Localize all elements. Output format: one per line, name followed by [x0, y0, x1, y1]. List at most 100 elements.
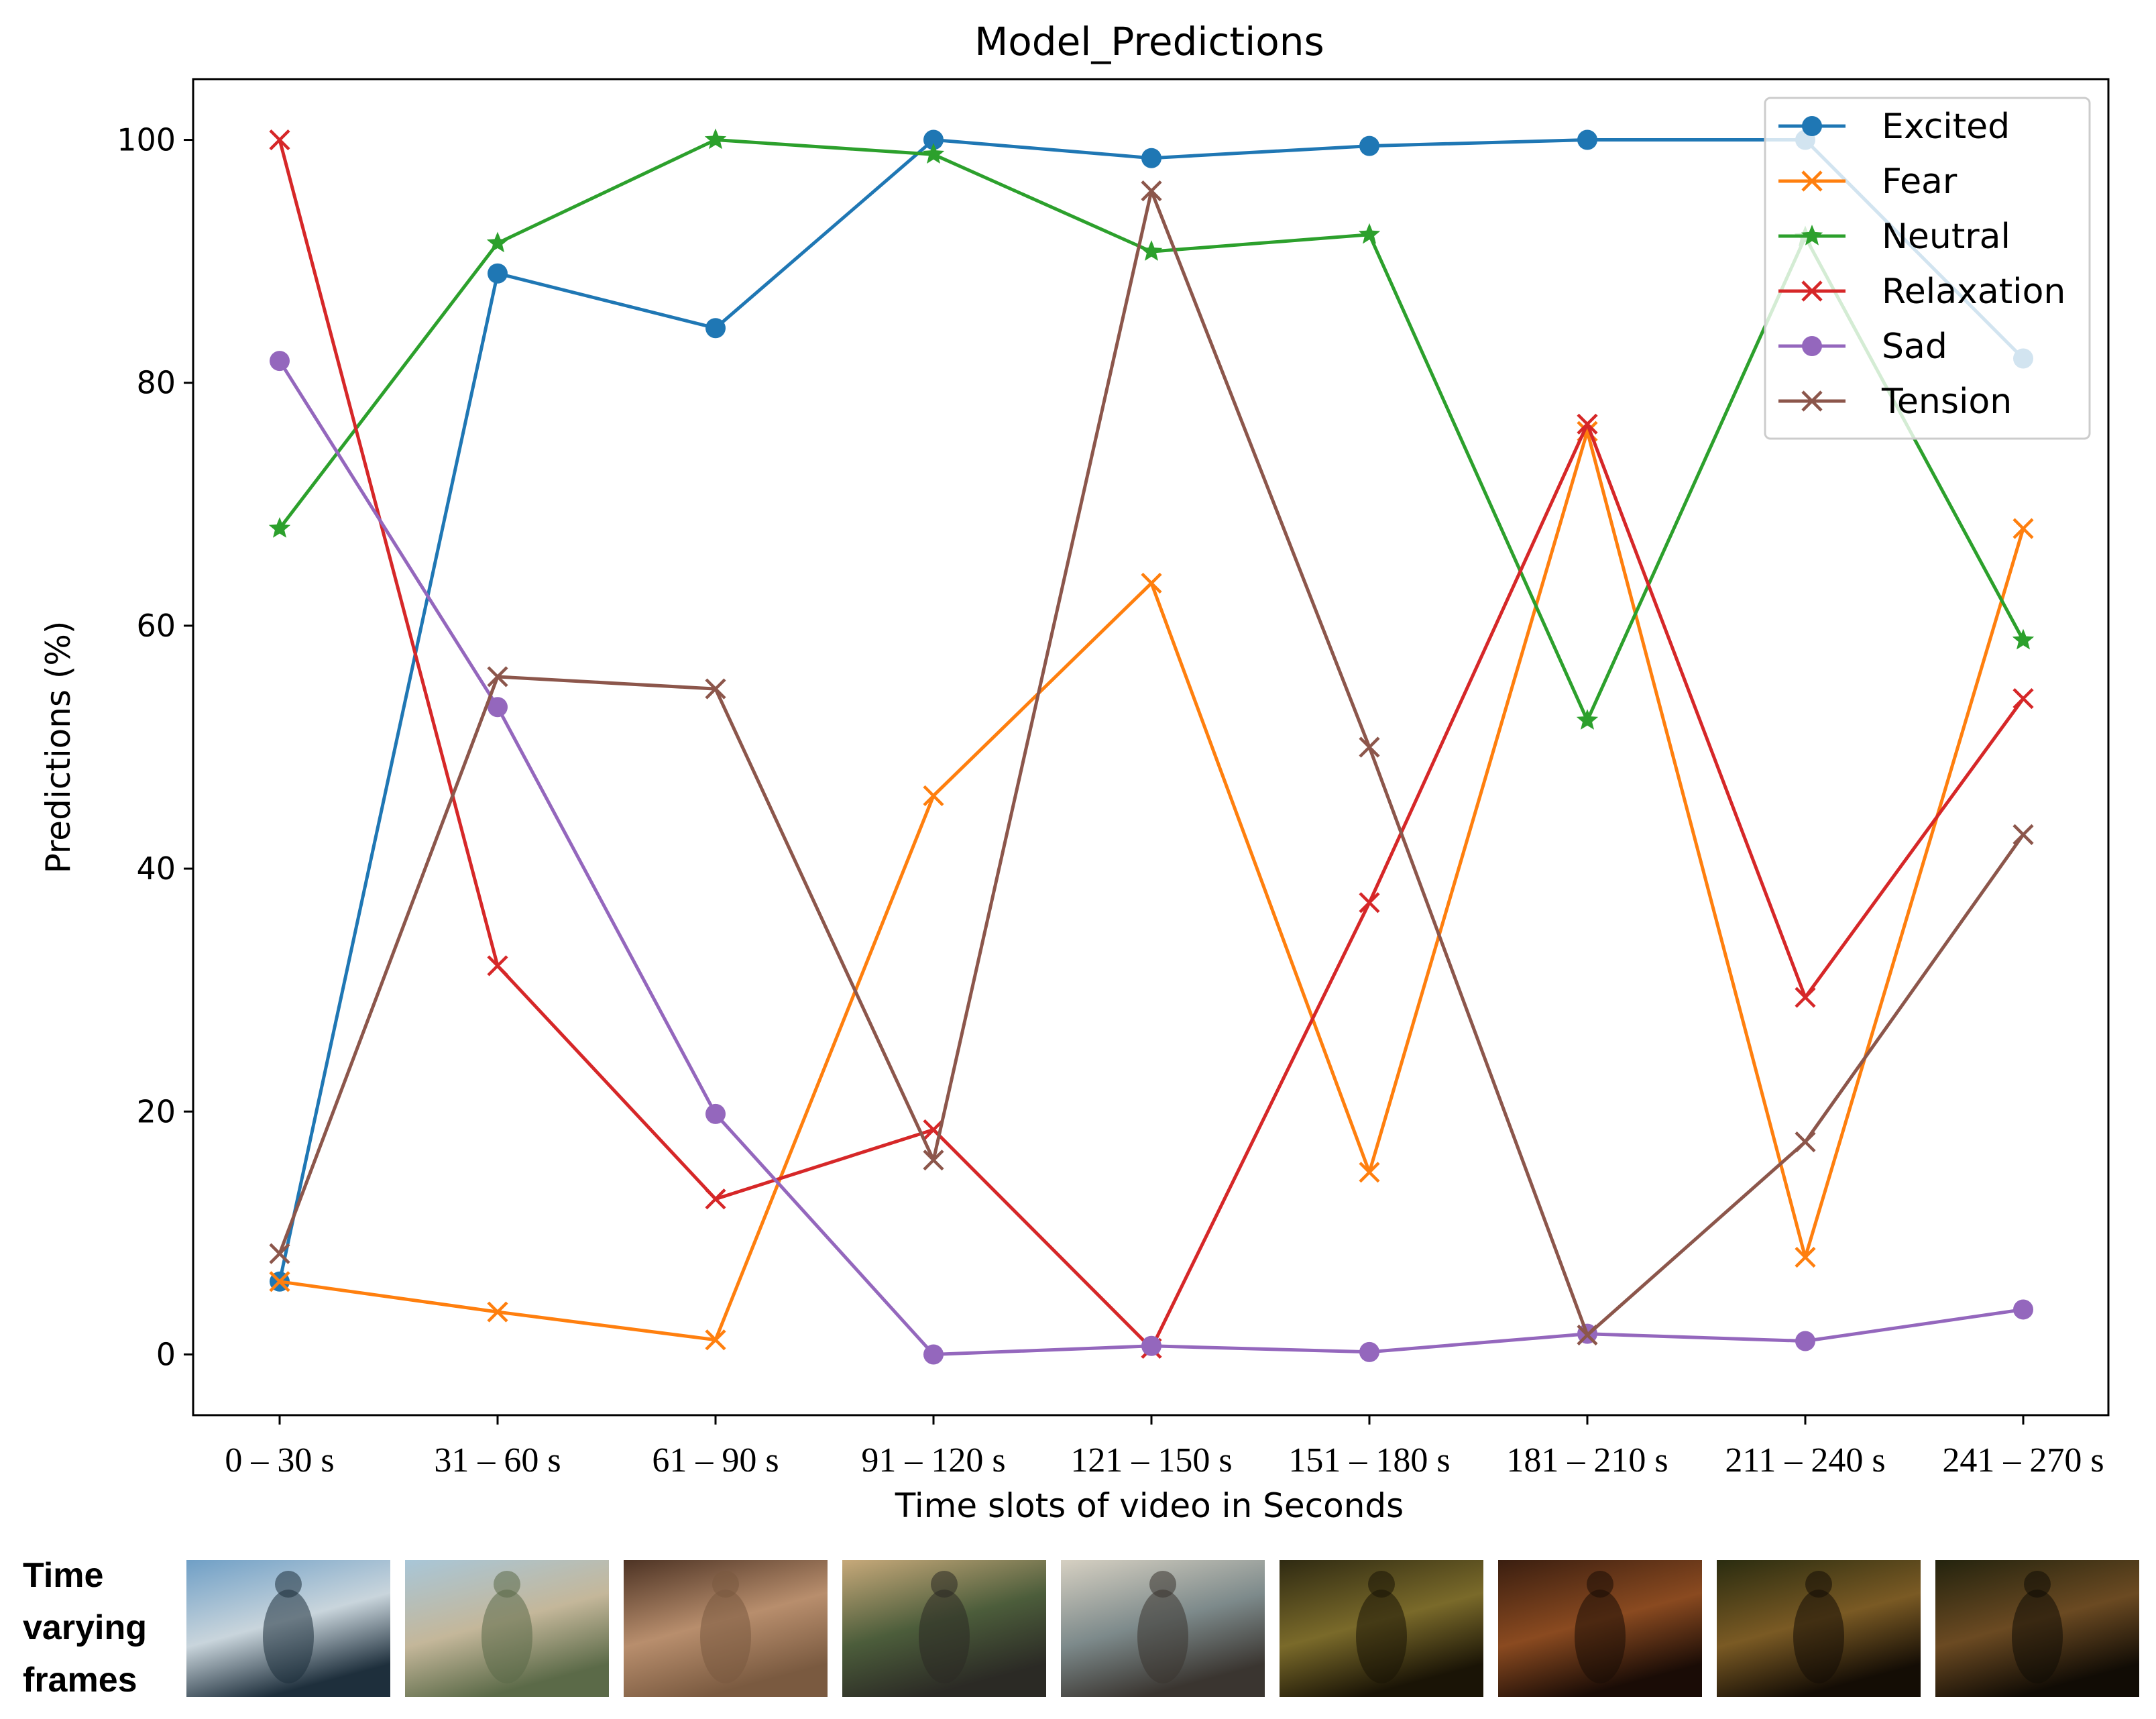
- thumbnail-figure-head: [1368, 1571, 1395, 1598]
- thumbnail-figure-head: [931, 1571, 958, 1598]
- video-frame-thumbnail: [1061, 1560, 1265, 1697]
- legend-marker-relaxation: [1801, 280, 1823, 302]
- x-tick-label: 121 – 150 s: [1070, 1441, 1232, 1480]
- data-point-tension: [1141, 180, 1162, 202]
- data-point-sad: [2013, 1299, 2033, 1320]
- marker-stroke: [1577, 413, 1598, 435]
- data-point-tension: [705, 678, 726, 700]
- legend-label-fear: Fear: [1882, 162, 1958, 202]
- legend-entry-neutral: Neutral: [1778, 217, 2010, 257]
- video-frame-thumbnail: [1935, 1560, 2139, 1697]
- legend-label-neutral: Neutral: [1882, 217, 2010, 257]
- data-point-fear: [269, 1271, 290, 1292]
- data-point-fear: [2012, 518, 2034, 539]
- thumbnail-figure: [481, 1590, 532, 1683]
- series-line-tension: [278, 189, 2025, 1337]
- video-frame-thumbnail: [1498, 1560, 1702, 1697]
- legend: Excited Fear Neutral Relaxation Sad Tension: [1764, 97, 2091, 440]
- y-axis-label: Predictions (%): [39, 621, 78, 874]
- legend-frame: [1764, 97, 2091, 440]
- marker-stroke: [705, 678, 726, 700]
- thumbnail-figure-head: [1587, 1571, 1613, 1598]
- data-point-fear: [1141, 572, 1162, 594]
- legend-label-relaxation: Relaxation: [1882, 272, 2065, 312]
- marker-stroke: [269, 1243, 290, 1264]
- series-fear: [269, 421, 2034, 1351]
- data-point-tension: [1577, 1324, 1598, 1346]
- data-point-relaxation: [2012, 687, 2034, 710]
- data-point-neutral: [922, 143, 945, 164]
- data-point-neutral: [486, 231, 509, 253]
- data-point-fear: [705, 1329, 726, 1351]
- thumbnail-figure: [919, 1590, 970, 1683]
- data-point-relaxation: [1795, 987, 1816, 1008]
- legend-label-sad: Sad: [1882, 327, 1947, 367]
- thumbnail-figure-head: [494, 1571, 520, 1598]
- thumbnail-figure: [1575, 1590, 1626, 1683]
- data-point-relaxation: [1359, 892, 1380, 913]
- data-point-sad: [705, 1103, 726, 1124]
- chart-title: Model_Predictions: [974, 19, 1324, 64]
- data-point-fear: [923, 785, 944, 807]
- x-axis-label: Time slots of video in Seconds: [895, 1486, 1404, 1525]
- series-line-excited: [278, 138, 2025, 1282]
- frames-label-line: Time: [23, 1556, 103, 1595]
- marker-stroke: [705, 1188, 726, 1210]
- time-varying-frames-strip: Time varying frames: [23, 1556, 2139, 1700]
- marker-stroke: [923, 1150, 944, 1171]
- marker-stroke: [1795, 1246, 1816, 1268]
- data-point-tension: [1795, 1131, 1816, 1153]
- data-point-excited: [1141, 148, 1161, 168]
- data-point-sad: [923, 1344, 944, 1365]
- data-point-sad: [270, 351, 290, 372]
- y-tick-label: 60: [136, 608, 176, 644]
- series-tension: [269, 180, 2034, 1346]
- data-point-relaxation: [705, 1188, 726, 1210]
- series-line-relaxation: [278, 139, 2025, 1350]
- frames-label-line: varying: [23, 1608, 147, 1647]
- y-tick-label: 80: [136, 365, 176, 401]
- marker-stroke: [269, 129, 290, 151]
- y-tick-label: 0: [156, 1336, 176, 1372]
- thumbnail-figure: [2012, 1590, 2063, 1683]
- data-point-fear: [1359, 1162, 1380, 1183]
- x-tick-label: 31 – 60 s: [434, 1441, 561, 1480]
- marker-stroke: [1141, 572, 1162, 594]
- legend-marker-tension: [1801, 390, 1823, 412]
- data-point-relaxation: [487, 955, 508, 977]
- legend-entry-fear: Fear: [1778, 162, 1958, 202]
- data-point-tension: [2012, 824, 2034, 845]
- marker-stroke: [2012, 518, 2034, 539]
- data-point-excited: [705, 318, 726, 339]
- x-tick-label: 241 – 270 s: [1942, 1441, 2104, 1480]
- data-point-neutral: [2012, 628, 2035, 650]
- video-frame-thumbnail: [842, 1560, 1046, 1697]
- data-point-neutral: [1576, 709, 1599, 730]
- thumbnail-figure-head: [1805, 1571, 1832, 1598]
- data-point-sad: [1795, 1331, 1815, 1351]
- series-sad: [270, 351, 2033, 1365]
- marker-stroke: [1801, 390, 1823, 412]
- marker-stroke: [705, 1329, 726, 1351]
- data-point-neutral: [268, 517, 291, 538]
- legend-entry-relaxation: Relaxation: [1778, 272, 2065, 312]
- thumbnail-figure: [700, 1590, 751, 1683]
- thumbnail-figure: [1793, 1590, 1844, 1683]
- data-point-relaxation: [1577, 413, 1598, 435]
- thumbnail-figure: [1137, 1590, 1188, 1683]
- marker-stroke: [1359, 736, 1380, 758]
- legend-marker-sad: [1802, 336, 1822, 356]
- marker-stroke: [1359, 1162, 1380, 1183]
- marker-stroke: [487, 666, 508, 687]
- y-tick-label: 100: [117, 122, 176, 158]
- thumbnail-figure-head: [2024, 1571, 2051, 1598]
- frames-label-line: frames: [23, 1661, 137, 1700]
- data-point-tension: [487, 666, 508, 687]
- video-frame-thumbnail: [624, 1560, 828, 1697]
- data-point-excited: [1359, 135, 1379, 156]
- legend-marker-fear: [1801, 170, 1823, 192]
- marker-stroke: [2012, 824, 2034, 845]
- legend-marker-excited: [1802, 116, 1822, 136]
- legend-entry-tension: Tension: [1778, 382, 2012, 422]
